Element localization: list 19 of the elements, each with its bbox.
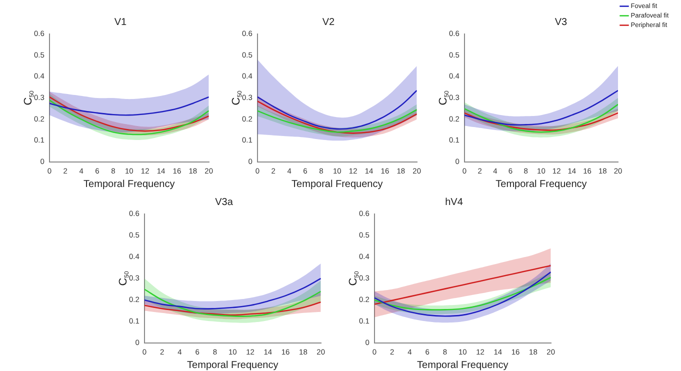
x-axis-title: Temporal Frequency (496, 178, 587, 190)
chart-title: V3a (215, 196, 234, 208)
x-axis-title: Temporal Frequency (292, 178, 383, 190)
line-series (464, 104, 618, 133)
line-series (257, 90, 417, 130)
line-series (144, 278, 321, 310)
line-series (257, 109, 417, 133)
chart-title: V1 (114, 16, 128, 28)
chart-title: V3 (554, 16, 568, 28)
chart-title: hV4 (445, 196, 464, 208)
line-series (49, 96, 209, 116)
line-series (464, 90, 618, 126)
x-axis-title: Temporal Frequency (84, 178, 175, 190)
line-series (464, 112, 618, 131)
line-series (374, 264, 551, 305)
chart-title: V2 (322, 16, 336, 28)
x-axis-title: Temporal Frequency (187, 360, 278, 371)
line-series (144, 302, 321, 316)
x-axis-title: Temporal Frequency (417, 360, 508, 371)
